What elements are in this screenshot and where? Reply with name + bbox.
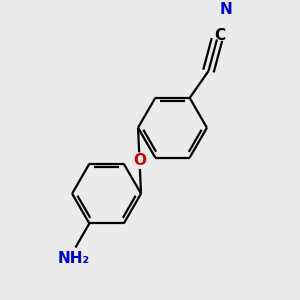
Text: C: C bbox=[214, 28, 225, 44]
Text: O: O bbox=[133, 153, 146, 168]
Text: NH₂: NH₂ bbox=[58, 250, 90, 266]
Text: N: N bbox=[219, 2, 232, 17]
